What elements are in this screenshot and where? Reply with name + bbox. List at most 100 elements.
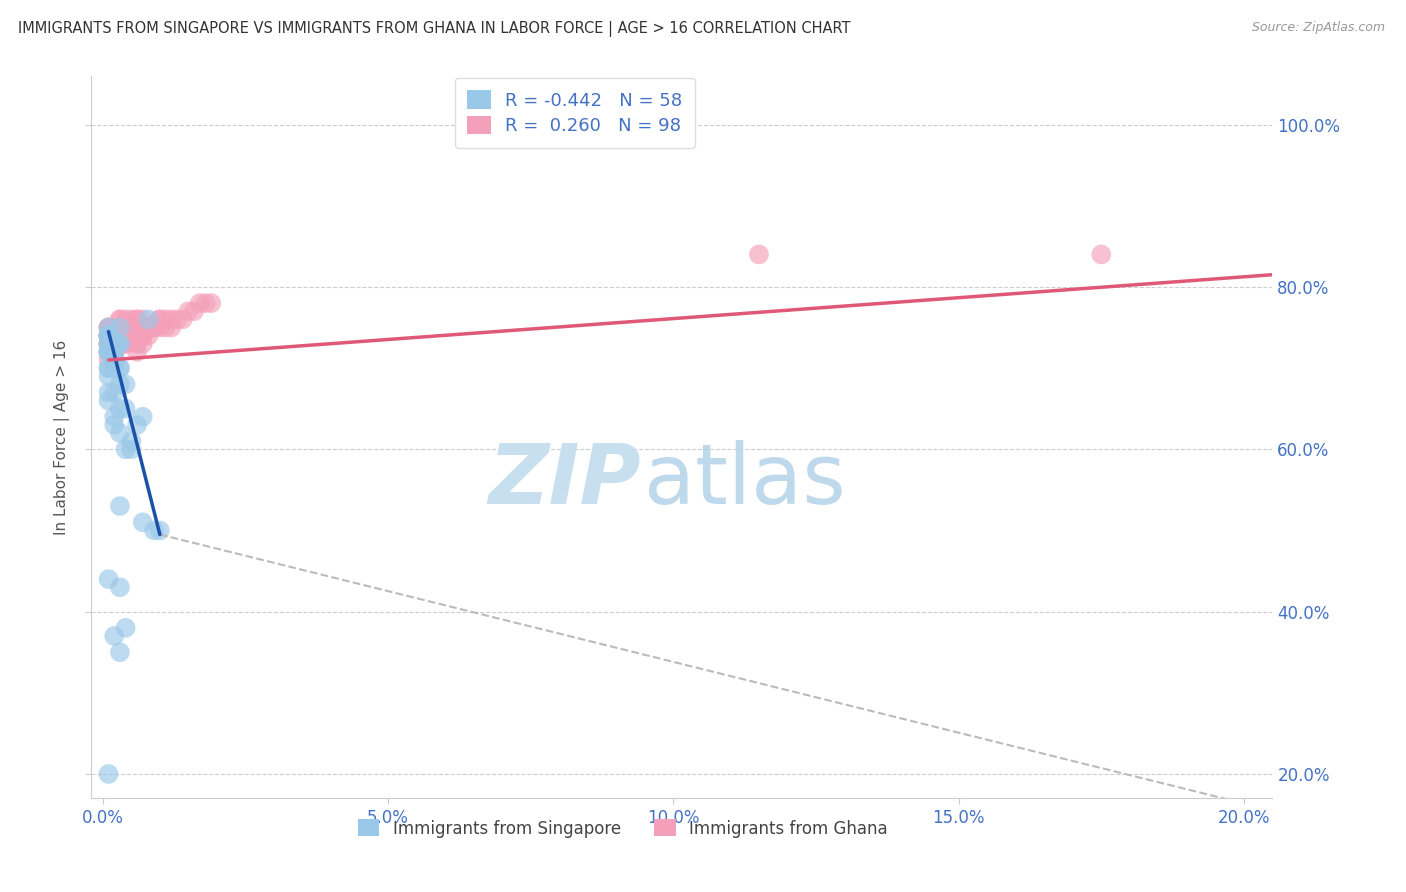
Point	[103, 353, 125, 368]
Point	[103, 344, 125, 359]
Point	[108, 336, 131, 351]
Point	[103, 328, 125, 343]
Point	[108, 336, 131, 351]
Point	[103, 328, 125, 343]
Point	[103, 344, 125, 359]
Point	[114, 336, 136, 351]
Point	[114, 312, 136, 326]
Point	[103, 336, 125, 351]
Point	[103, 361, 125, 376]
Point	[97, 336, 120, 351]
Point	[177, 304, 200, 318]
Point	[172, 312, 194, 326]
Legend: Immigrants from Singapore, Immigrants from Ghana: Immigrants from Singapore, Immigrants fr…	[352, 813, 894, 844]
Point	[103, 344, 125, 359]
Point	[97, 344, 120, 359]
Point	[125, 344, 148, 359]
Point	[97, 336, 120, 351]
Point	[120, 328, 142, 343]
Point	[97, 344, 120, 359]
Point	[149, 312, 172, 326]
Point	[108, 336, 131, 351]
Point	[125, 417, 148, 432]
Point	[132, 516, 155, 530]
Point	[125, 336, 148, 351]
Point	[125, 312, 148, 326]
Point	[108, 361, 131, 376]
Point	[97, 320, 120, 334]
Point	[103, 328, 125, 343]
Point	[188, 296, 211, 310]
Point	[160, 312, 183, 326]
Point	[103, 629, 125, 643]
Point	[108, 361, 131, 376]
Point	[97, 320, 120, 334]
Point	[108, 645, 131, 659]
Point	[103, 344, 125, 359]
Point	[103, 336, 125, 351]
Point	[103, 336, 125, 351]
Point	[97, 353, 120, 368]
Point	[138, 320, 160, 334]
Point	[108, 401, 131, 416]
Point	[114, 320, 136, 334]
Point	[97, 361, 120, 376]
Point	[97, 344, 120, 359]
Point	[97, 344, 120, 359]
Point	[149, 524, 172, 538]
Point	[103, 385, 125, 400]
Point	[120, 320, 142, 334]
Point	[125, 336, 148, 351]
Point	[114, 442, 136, 457]
Point	[103, 336, 125, 351]
Point	[149, 320, 172, 334]
Point	[143, 320, 166, 334]
Point	[97, 336, 120, 351]
Point	[108, 499, 131, 513]
Point	[97, 328, 120, 343]
Point	[97, 344, 120, 359]
Text: IMMIGRANTS FROM SINGAPORE VS IMMIGRANTS FROM GHANA IN LABOR FORCE | AGE > 16 COR: IMMIGRANTS FROM SINGAPORE VS IMMIGRANTS …	[18, 21, 851, 37]
Point	[132, 409, 155, 424]
Point	[103, 417, 125, 432]
Point	[108, 320, 131, 334]
Point	[103, 344, 125, 359]
Point	[155, 320, 177, 334]
Point	[97, 344, 120, 359]
Point	[103, 353, 125, 368]
Point	[120, 320, 142, 334]
Point	[108, 328, 131, 343]
Point	[108, 336, 131, 351]
Point	[97, 336, 120, 351]
Point	[103, 353, 125, 368]
Point	[132, 328, 155, 343]
Point	[97, 328, 120, 343]
Point	[103, 336, 125, 351]
Point	[125, 320, 148, 334]
Point	[103, 344, 125, 359]
Text: ZIP: ZIP	[488, 440, 641, 521]
Point	[108, 312, 131, 326]
Point	[103, 336, 125, 351]
Point	[103, 353, 125, 368]
Point	[97, 320, 120, 334]
Point	[132, 312, 155, 326]
Point	[97, 328, 120, 343]
Point	[103, 336, 125, 351]
Point	[97, 369, 120, 384]
Point	[748, 247, 770, 261]
Point	[194, 296, 217, 310]
Point	[120, 320, 142, 334]
Point	[120, 328, 142, 343]
Point	[138, 320, 160, 334]
Point	[103, 344, 125, 359]
Point	[120, 434, 142, 449]
Point	[97, 336, 120, 351]
Point	[108, 320, 131, 334]
Text: Source: ZipAtlas.com: Source: ZipAtlas.com	[1251, 21, 1385, 35]
Point	[103, 336, 125, 351]
Point	[108, 312, 131, 326]
Point	[143, 524, 166, 538]
Point	[97, 344, 120, 359]
Point	[108, 320, 131, 334]
